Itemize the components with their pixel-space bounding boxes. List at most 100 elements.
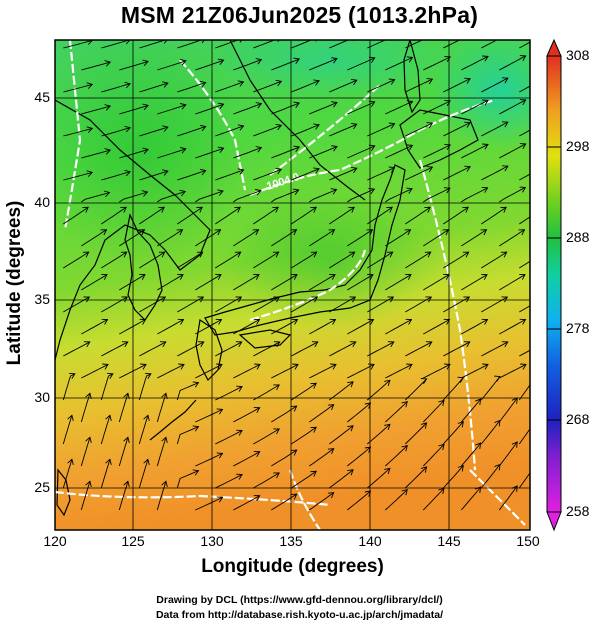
wind-arrowhead <box>482 99 489 106</box>
wind-streamline <box>291 124 320 137</box>
wind-streamline <box>518 472 530 489</box>
wind-streamline <box>271 319 298 335</box>
wind-streamline <box>404 378 427 401</box>
wind-arrowhead <box>217 58 225 65</box>
wind-arrowhead <box>82 206 89 213</box>
wind-streamline <box>498 397 518 423</box>
wind-streamline <box>347 402 371 423</box>
wind-streamline <box>138 415 149 445</box>
wind-arrowhead <box>158 206 165 213</box>
wind-streamline <box>271 493 297 511</box>
wind-streamline <box>481 77 509 93</box>
wind-streamline <box>118 437 129 467</box>
wind-arrowhead <box>177 274 184 280</box>
wind-arrowhead <box>438 487 445 495</box>
wind-streamline <box>309 364 337 379</box>
wind-streamline <box>177 251 203 269</box>
wind-streamline <box>139 170 169 181</box>
wind-streamline <box>329 296 356 313</box>
isobar-3 <box>249 98 496 197</box>
wind-arrowhead <box>216 452 224 459</box>
wind-arrowhead <box>199 124 207 132</box>
wind-streamline <box>253 296 280 313</box>
wind-arrowhead <box>86 82 94 89</box>
wind-arrowhead <box>121 296 129 303</box>
wind-streamline <box>461 229 487 247</box>
wind-arrowhead <box>290 405 298 412</box>
isobar-2 <box>179 59 247 191</box>
wind-streamline <box>518 428 530 445</box>
wind-arrowhead <box>347 381 354 388</box>
wind-arrowhead <box>368 187 376 195</box>
wind-arrowhead <box>388 122 396 129</box>
wind-arrowhead <box>197 296 205 303</box>
wind-arrowhead <box>217 102 225 109</box>
wind-streamline <box>329 425 354 445</box>
wind-streamline <box>138 459 149 489</box>
wind-arrowhead <box>475 486 482 493</box>
wind-arrowhead <box>237 124 245 131</box>
wind-streamline <box>329 206 355 225</box>
wind-arrowhead <box>368 56 376 63</box>
wind-streamline <box>499 99 526 115</box>
wind-streamline <box>139 296 166 313</box>
wind-arrowhead <box>138 229 146 236</box>
wind-streamline <box>100 373 114 401</box>
wind-streamline <box>176 470 199 489</box>
wind-arrowhead <box>481 318 489 325</box>
wind-streamline <box>423 319 450 335</box>
wind-arrowhead <box>192 469 200 476</box>
wind-arrowhead <box>442 229 450 236</box>
wind-arrowhead <box>331 57 338 64</box>
wind-arrowhead <box>368 100 376 107</box>
wind-streamline <box>461 55 489 71</box>
wind-streamline <box>119 274 146 291</box>
wind-arrowhead <box>159 341 167 348</box>
wind-arrowhead <box>429 40 430 41</box>
wind-arrowhead <box>387 296 395 303</box>
wind-streamline <box>367 296 394 313</box>
wind-streamline <box>271 189 299 203</box>
wind-arrowhead <box>481 274 488 280</box>
wind-arrowhead <box>531 419 536 425</box>
wind-streamline <box>481 251 507 269</box>
wind-arrowhead <box>519 143 527 150</box>
x-tick-label: 150 <box>516 533 540 549</box>
wind-streamline <box>347 319 374 335</box>
wind-arrowhead <box>234 251 242 258</box>
wind-streamline <box>63 83 93 93</box>
wind-arrowhead <box>443 318 451 325</box>
wind-streamline <box>81 274 108 291</box>
wind-arrowhead <box>104 104 112 111</box>
wind-streamline <box>253 124 282 137</box>
wind-streamline <box>195 496 223 511</box>
wind-streamline <box>443 122 471 137</box>
wind-streamline <box>81 364 109 379</box>
wind-streamline <box>195 103 224 115</box>
wind-streamline <box>367 341 395 357</box>
wind-streamline <box>405 206 431 225</box>
wind-streamline <box>101 206 127 225</box>
wind-arrowhead <box>420 422 428 429</box>
wind-arrowhead <box>237 168 245 175</box>
wind-streamline <box>461 143 489 159</box>
wind-arrowhead <box>253 318 261 325</box>
wind-arrowhead <box>239 40 243 43</box>
wind-arrowhead <box>475 398 482 405</box>
wind-arrowhead <box>331 101 338 108</box>
wind-streamline <box>119 148 149 159</box>
wind-arrowhead <box>313 167 320 174</box>
wind-arrowhead <box>426 122 434 129</box>
wind-streamline <box>63 40 93 49</box>
wind-arrowhead <box>311 296 319 303</box>
wind-streamline <box>253 251 279 269</box>
wind-streamline <box>461 364 489 379</box>
wind-streamline <box>157 319 184 335</box>
wind-arrowhead <box>291 318 299 325</box>
wind-streamline <box>405 341 433 357</box>
wind-arrowhead <box>464 77 471 84</box>
wind-arrowhead <box>255 102 263 109</box>
wind-arrowhead <box>179 189 187 197</box>
wind-streamline <box>519 129 530 137</box>
